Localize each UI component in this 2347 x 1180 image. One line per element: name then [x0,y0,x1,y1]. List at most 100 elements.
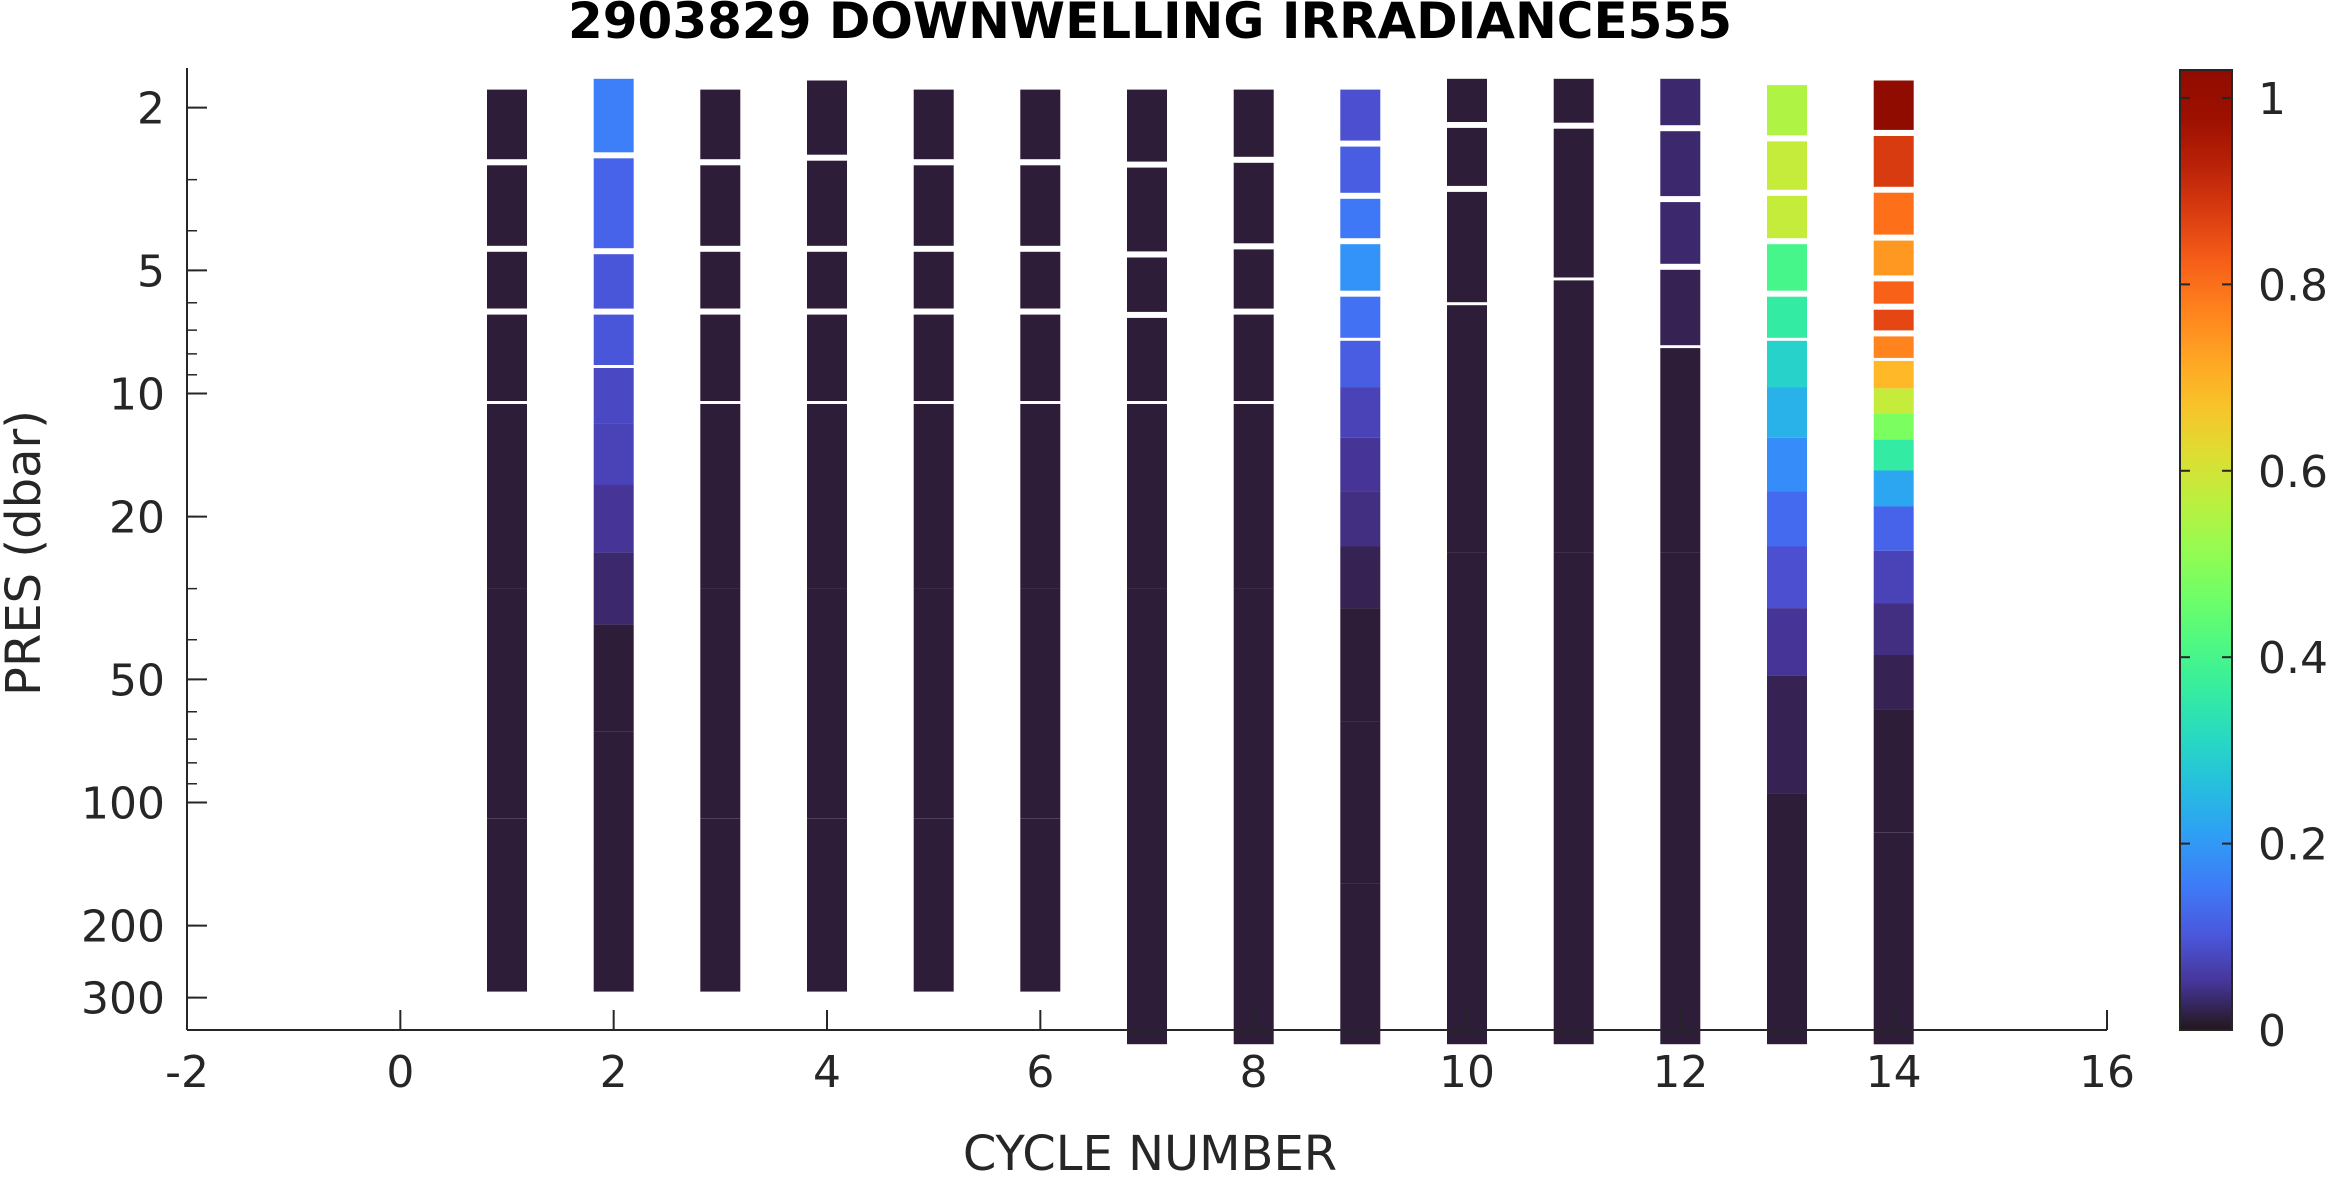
data-cell [1873,550,1914,604]
data-cell [1233,838,1274,1045]
data-cell [1767,340,1807,388]
data-cell [1233,89,1274,157]
axes: -2 0 2 4 6 8 10 12 14 16 2 5 10 20 50 100 200 300 [81,68,2135,1098]
data-cell [700,89,741,160]
data-cell [487,588,527,819]
data-cell [1340,387,1381,438]
data-cell [1767,195,1807,239]
data-cell [913,314,954,401]
data-cell [1873,240,1914,276]
data-cell [807,251,847,309]
colorbar: 0 0.2 0.4 0.6 0.8 1 [2179,69,2328,1057]
data-cell [913,588,954,819]
colorbar-gradient [2179,69,2233,1031]
data-cell [1340,340,1381,388]
data-cell [487,251,527,309]
data-cell [487,314,527,401]
data-cell [807,160,847,246]
data-cell [1873,506,1914,551]
data-cell [807,80,847,155]
data-cell [1127,89,1167,162]
y-tick-label: 20 [109,493,165,544]
x-tick-label: 6 [1026,1047,1054,1098]
data-cell [1233,588,1274,839]
data-cell [1340,438,1381,492]
data-cell [1020,89,1061,160]
data-cell [1447,838,1487,1045]
data-cell [1767,793,1807,1045]
data-cell [700,588,741,819]
data-cell [487,818,527,992]
data-cell [1340,721,1381,884]
data-cell [1127,317,1167,401]
x-tick-label: 10 [1439,1047,1495,1098]
data-cell [1767,244,1807,291]
data-cell [1553,128,1594,278]
data-cell [1873,439,1914,471]
colorbar-tick-label: 0.8 [2258,260,2328,311]
data-cell [1660,131,1701,197]
data-cell [593,864,634,992]
data-cell [1020,588,1061,819]
data-cell [1767,85,1807,136]
data-cell [593,484,634,553]
data-cell [1767,608,1807,676]
colorbar-tick-label: 0.6 [2258,447,2328,498]
x-tick-label: 14 [1866,1047,1922,1098]
data-cell [487,404,527,589]
data-cell [700,314,741,401]
data-cell [1020,314,1061,401]
colorbar-tick-label: 1 [2258,74,2286,125]
data-cell [913,404,954,589]
data-cell [487,89,527,160]
y-tick-label: 50 [109,655,165,706]
chart-title: 2903829 DOWNWELLING IRRADIANCE555 [568,0,1732,50]
data-cell [1767,438,1807,492]
data-cell [593,552,634,625]
x-tick-label: 16 [2079,1047,2135,1098]
data-cells [487,78,1914,1045]
data-cell [807,588,847,819]
data-cell [1340,546,1381,609]
data-cell [593,254,634,309]
data-cell [700,404,741,589]
data-cell [1873,136,1914,187]
y-tick-label: 100 [81,778,165,829]
data-cell [1340,296,1381,338]
data-cell [1660,78,1701,126]
data-cell [1020,818,1061,992]
data-cell [1553,552,1594,839]
data-cell [913,89,954,160]
data-cell [1447,78,1487,122]
data-cell [1447,552,1487,839]
data-cell [1020,404,1061,589]
data-cell [1660,348,1701,553]
y-tick-label: 2 [137,84,165,135]
data-cell [1767,491,1807,547]
data-cell [1660,202,1701,264]
data-cell [593,368,634,424]
data-cell [1873,309,1914,331]
data-cell [1767,387,1807,438]
data-cell [1340,146,1381,193]
data-cell [1873,414,1914,440]
data-cell [1553,838,1594,1045]
data-cell [1447,305,1487,553]
data-cell [1873,281,1914,304]
data-cell [700,251,741,309]
colorbar-tick-label: 0.4 [2258,633,2328,684]
data-cell [593,78,634,153]
colorbar-tick-label: 0.2 [2258,820,2328,871]
data-cell [700,818,741,992]
data-cell [487,165,527,246]
data-cell [1127,167,1167,252]
x-tick-label: 12 [1652,1047,1708,1098]
data-cell [1340,89,1381,141]
data-cell [593,423,634,485]
data-cell [1873,388,1914,414]
data-cell [1553,78,1594,123]
data-cell [1127,838,1167,1045]
data-cell [1020,251,1061,309]
